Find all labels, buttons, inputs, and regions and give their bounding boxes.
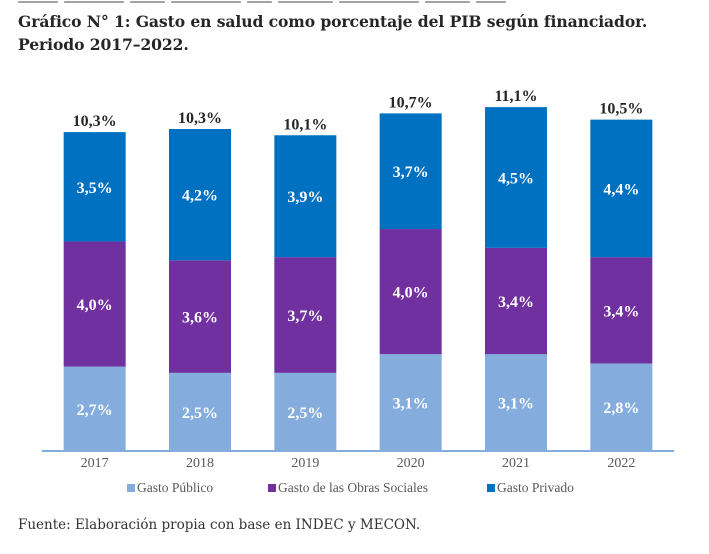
chart-title-line-1: Gráfico N° 1: Gasto en salud como porcen… xyxy=(18,12,648,31)
clipped-preceding-text-line xyxy=(18,0,538,3)
data-label-gasto-obras-sociales-2020: 4,0% xyxy=(393,285,429,302)
total-label-2020: 10,7% xyxy=(389,94,433,111)
bar-segment-gasto-obras-sociales-2018 xyxy=(169,260,231,373)
bar-segment-gasto-obras-sociales-2019 xyxy=(274,257,337,373)
data-label-gasto-obras-sociales-2019: 3,7% xyxy=(287,308,323,325)
total-label-2022: 10,5% xyxy=(599,101,643,118)
bar-segment-gasto-obras-sociales-2020 xyxy=(379,229,442,355)
bar-segment-gasto-privado-2022 xyxy=(590,119,653,258)
chart-title-line-2: Periodo 2017–2022. xyxy=(18,35,189,54)
chart-title: Gráfico N° 1: Gasto en salud como porcen… xyxy=(18,10,698,56)
legend-item-gasto-privado: Gasto Privado xyxy=(487,480,574,496)
data-label-gasto-publico-2017: 2,7% xyxy=(77,402,113,419)
chart-legend: Gasto Público Gasto de las Obras Sociale… xyxy=(0,480,709,498)
legend-label-gasto-publico: Gasto Público xyxy=(137,480,214,495)
data-label-gasto-privado-2020: 3,7% xyxy=(393,164,429,181)
legend-label-gasto-obras-sociales: Gasto de las Obras Sociales xyxy=(278,480,428,495)
data-label-gasto-publico-2022: 2,8% xyxy=(603,400,639,417)
total-label-2017: 10,3% xyxy=(73,113,117,130)
bar-segment-gasto-publico-2019 xyxy=(274,372,337,451)
stacked-bar-chart: 2,7% 4,0% 3,5% 10,3% 2017 2,5% 3,6% 4,2% 10,3% 20… xyxy=(42,88,674,471)
data-label-gasto-publico-2020: 3,1% xyxy=(393,396,429,413)
data-label-gasto-obras-sociales-2022: 3,4% xyxy=(603,303,639,320)
data-label-gasto-privado-2017: 3,5% xyxy=(77,180,113,197)
total-label-2019: 10,1% xyxy=(283,116,327,133)
x-tick-label-2022: 2022 xyxy=(607,456,635,471)
bar-segment-gasto-obras-sociales-2022 xyxy=(590,257,653,364)
legend-item-gasto-obras-sociales: Gasto de las Obras Sociales xyxy=(268,480,428,496)
total-label-2018: 10,3% xyxy=(178,110,222,127)
bar-segment-gasto-publico-2021 xyxy=(485,354,547,451)
data-label-gasto-publico-2019: 2,5% xyxy=(287,405,323,422)
legend-swatch-gasto-obras-sociales xyxy=(268,484,276,492)
bar-segment-gasto-privado-2020 xyxy=(379,113,442,230)
bar-segment-gasto-privado-2018 xyxy=(169,129,231,261)
data-label-gasto-publico-2018: 2,5% xyxy=(182,405,218,422)
source-note: Fuente: Elaboración propia con base en I… xyxy=(18,517,421,533)
x-tick-label-2017: 2017 xyxy=(81,456,109,471)
x-tick-label-2021: 2021 xyxy=(502,456,530,471)
legend-swatch-gasto-privado xyxy=(487,484,495,492)
legend-swatch-gasto-publico xyxy=(127,484,135,492)
bar-segment-gasto-obras-sociales-2021 xyxy=(485,247,547,355)
bar-segment-gasto-publico-2017 xyxy=(63,366,126,451)
bar-segment-gasto-privado-2021 xyxy=(485,107,547,248)
data-label-gasto-privado-2018: 4,2% xyxy=(182,188,218,205)
x-tick-label-2018: 2018 xyxy=(186,456,214,471)
legend-item-gasto-publico: Gasto Público xyxy=(127,480,213,496)
data-label-gasto-publico-2021: 3,1% xyxy=(498,396,534,413)
bar-segment-gasto-obras-sociales-2017 xyxy=(63,241,126,367)
data-label-gasto-obras-sociales-2021: 3,4% xyxy=(498,294,534,311)
data-label-gasto-obras-sociales-2018: 3,6% xyxy=(182,310,218,327)
legend-label-gasto-privado: Gasto Privado xyxy=(497,480,574,495)
bar-segment-gasto-privado-2017 xyxy=(63,132,126,242)
bar-segment-gasto-publico-2022 xyxy=(590,363,653,451)
bar-segment-gasto-privado-2019 xyxy=(274,135,337,258)
bar-segment-gasto-publico-2018 xyxy=(169,372,231,451)
data-label-gasto-privado-2021: 4,5% xyxy=(498,170,534,187)
labels-group: 2,7% 4,0% 3,5% 10,3% 2017 2,5% 3,6% 4,2% 10,3% 20… xyxy=(73,88,644,471)
x-tick-label-2020: 2020 xyxy=(397,456,425,471)
data-label-gasto-obras-sociales-2017: 4,0% xyxy=(77,297,113,314)
bars-group xyxy=(63,107,653,451)
total-label-2021: 11,1% xyxy=(494,88,537,105)
bar-segment-gasto-publico-2020 xyxy=(379,354,442,451)
data-label-gasto-privado-2022: 4,4% xyxy=(603,181,639,198)
data-label-gasto-privado-2019: 3,9% xyxy=(287,189,323,206)
x-tick-label-2019: 2019 xyxy=(291,456,319,471)
